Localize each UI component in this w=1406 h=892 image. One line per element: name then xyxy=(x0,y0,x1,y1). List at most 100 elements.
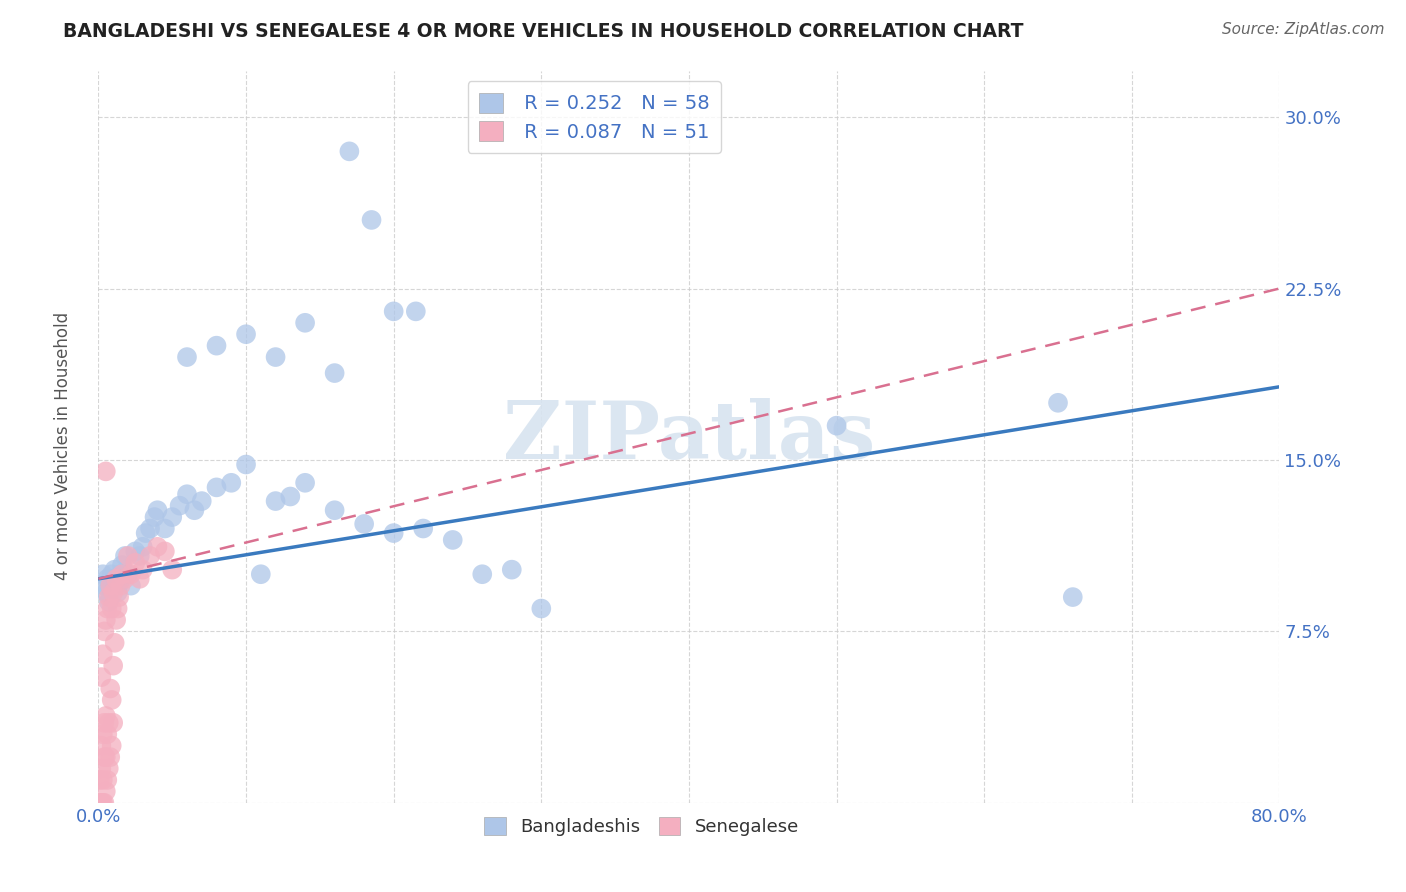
Point xyxy=(100,567,122,582)
Point xyxy=(128,572,150,586)
Point xyxy=(110,579,132,593)
Point xyxy=(93,750,115,764)
Text: 4 or more Vehicles in Household: 4 or more Vehicles in Household xyxy=(55,312,72,580)
Point xyxy=(93,796,115,810)
Point xyxy=(91,647,114,661)
Point xyxy=(143,510,166,524)
Point xyxy=(176,487,198,501)
Point xyxy=(114,549,136,563)
Point xyxy=(98,681,121,696)
Point xyxy=(1062,590,1084,604)
Point xyxy=(91,772,114,787)
Point xyxy=(205,338,228,352)
Point xyxy=(105,572,128,586)
Point xyxy=(353,516,375,531)
Point xyxy=(100,739,122,753)
Point xyxy=(94,750,117,764)
Point xyxy=(97,715,120,730)
Text: BANGLADESHI VS SENEGALESE 4 OR MORE VEHICLES IN HOUSEHOLD CORRELATION CHART: BANGLADESHI VS SENEGALESE 4 OR MORE VEHI… xyxy=(63,22,1024,41)
Point xyxy=(107,601,129,615)
Point xyxy=(108,576,131,591)
Point xyxy=(360,213,382,227)
Point xyxy=(117,549,139,563)
Point xyxy=(124,544,146,558)
Point xyxy=(382,304,405,318)
Point xyxy=(264,350,287,364)
Point xyxy=(90,670,112,684)
Point xyxy=(105,613,128,627)
Point xyxy=(501,563,523,577)
Point xyxy=(94,709,117,723)
Point xyxy=(825,418,848,433)
Point xyxy=(280,490,302,504)
Point xyxy=(90,762,112,776)
Point xyxy=(97,595,120,609)
Point xyxy=(162,563,183,577)
Point xyxy=(100,693,122,707)
Point xyxy=(91,567,114,582)
Point xyxy=(146,503,169,517)
Point xyxy=(97,590,120,604)
Point xyxy=(235,458,257,472)
Point xyxy=(382,526,405,541)
Point xyxy=(91,796,114,810)
Point xyxy=(191,494,214,508)
Point xyxy=(91,727,114,741)
Point xyxy=(339,145,361,159)
Point xyxy=(103,585,125,599)
Point xyxy=(103,715,125,730)
Point xyxy=(294,316,316,330)
Point xyxy=(93,579,115,593)
Point xyxy=(98,750,121,764)
Point xyxy=(104,636,127,650)
Point xyxy=(117,567,139,582)
Point xyxy=(162,510,183,524)
Point xyxy=(111,558,134,573)
Point xyxy=(1046,396,1070,410)
Point xyxy=(323,366,346,380)
Point xyxy=(132,540,155,554)
Point xyxy=(323,503,346,517)
Point xyxy=(104,563,127,577)
Point xyxy=(111,567,134,582)
Point xyxy=(264,494,287,508)
Point xyxy=(235,327,257,342)
Point xyxy=(105,572,128,586)
Point xyxy=(153,521,176,535)
Point xyxy=(139,521,162,535)
Point xyxy=(114,572,136,586)
Point xyxy=(94,784,117,798)
Point xyxy=(100,601,122,615)
Point xyxy=(120,579,142,593)
Point xyxy=(90,739,112,753)
Point xyxy=(221,475,243,490)
Point xyxy=(96,601,118,615)
Point xyxy=(94,613,117,627)
Point xyxy=(97,762,120,776)
Point xyxy=(103,576,125,591)
Point xyxy=(139,549,162,563)
Point xyxy=(94,464,117,478)
Point xyxy=(128,549,150,563)
Point xyxy=(98,579,121,593)
Point xyxy=(96,772,118,787)
Point xyxy=(89,796,111,810)
Point xyxy=(90,796,112,810)
Point xyxy=(120,567,142,582)
Point xyxy=(294,475,316,490)
Point xyxy=(98,581,121,595)
Point xyxy=(250,567,273,582)
Point xyxy=(530,601,553,615)
Point xyxy=(176,350,198,364)
Point xyxy=(107,585,129,599)
Point xyxy=(183,503,205,517)
Point xyxy=(93,624,115,639)
Point xyxy=(441,533,464,547)
Point xyxy=(132,563,155,577)
Point xyxy=(110,567,132,582)
Point xyxy=(96,727,118,741)
Point xyxy=(135,526,157,541)
Text: ZIPatlas: ZIPatlas xyxy=(503,398,875,476)
Point xyxy=(205,480,228,494)
Point xyxy=(89,772,111,787)
